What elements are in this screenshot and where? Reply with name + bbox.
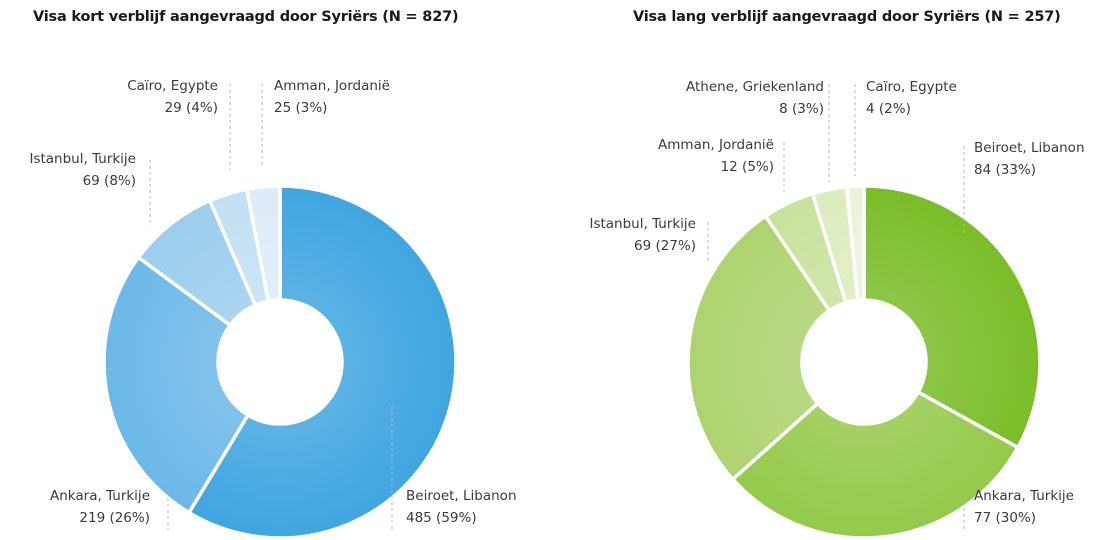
slice-value-label: 485 (59%): [406, 510, 477, 526]
slice-value-label: 29 (4%): [165, 100, 218, 116]
donut-slice-0: [862, 184, 1042, 450]
slice-value-label: 219 (26%): [79, 510, 150, 526]
slice-value-label: 77 (30%): [974, 510, 1036, 526]
slice-value-label: 12 (5%): [721, 159, 774, 175]
slice-value-label: 4 (2%): [866, 101, 911, 117]
slice-category-label: Beiroet, Libanon: [974, 140, 1085, 156]
slice-category-label: Istanbul, Turkije: [589, 216, 696, 232]
donut-slice-1: [102, 254, 251, 516]
slice-category-label: Ankara, Turkije: [50, 488, 150, 504]
donut-slice-2: [686, 213, 832, 482]
slice-category-label: Athene, Griekenland: [686, 79, 824, 95]
donut-chart-svg: Beiroet, Libanon 84 (33%) Ankara, Turkije 7…: [589, 79, 1085, 540]
long-stay-visa-chart: Visa lang verblijf aangevraagd door Syri…: [552, 0, 1104, 540]
slice-value-label: 69 (8%): [83, 173, 136, 189]
slice-value-label: 25 (3%): [274, 100, 327, 116]
donut-slice-4: [244, 184, 282, 304]
slice-category-label: Amman, Jordanië: [658, 137, 774, 153]
slice-category-label: Beiroet, Libanon: [406, 488, 517, 504]
slice-category-label: Caïro, Egypte: [127, 78, 218, 94]
donut-chart-svg: Beiroet, Libanon 485 (59%) Ankara, Turkije…: [29, 78, 517, 540]
slice-value-label: 8 (3%): [779, 101, 824, 117]
slice-value-label: 69 (27%): [634, 238, 696, 254]
donut-slice-1: [730, 389, 1021, 540]
donut-slice-0: [186, 184, 458, 540]
slice-category-label: Ankara, Turkije: [974, 488, 1074, 504]
slice-value-label: 84 (33%): [974, 162, 1036, 178]
chart-title: Visa lang verblijf aangevraagd door Syri…: [633, 9, 1061, 25]
slice-category-label: Caïro, Egypte: [866, 79, 957, 95]
slice-category-label: Istanbul, Turkije: [29, 151, 136, 167]
chart-title: Visa kort verblijf aangevraagd door Syri…: [33, 9, 459, 25]
short-stay-visa-chart: Visa kort verblijf aangevraagd door Syri…: [29, 9, 517, 540]
donut-slice-5: [844, 184, 866, 303]
slice-category-label: Amman, Jordanië: [274, 78, 390, 94]
